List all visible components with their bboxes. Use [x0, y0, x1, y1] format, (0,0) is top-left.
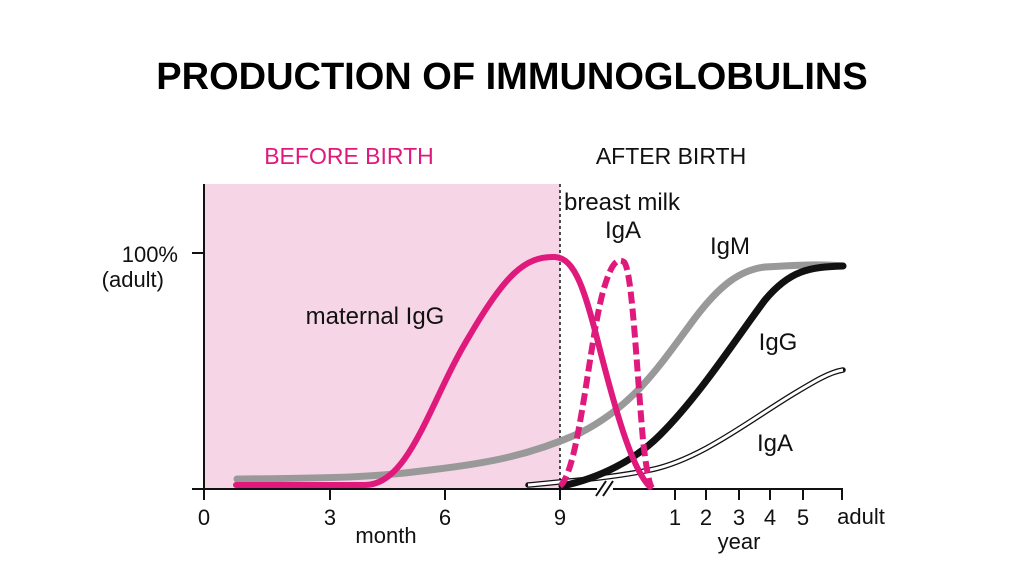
series-iga-line-outer — [525, 367, 846, 488]
x-axis-label-month: month — [355, 523, 416, 548]
x-tick-label-3: 3 — [324, 505, 336, 530]
x-tick-label-0: 0 — [198, 505, 210, 530]
before-birth-region — [204, 184, 560, 489]
x-tick-label-6: 6 — [439, 505, 451, 530]
series-iga-line-inner — [527, 368, 844, 487]
series-iga — [525, 367, 846, 488]
series-label-breast-milk-iga: IgA — [605, 217, 641, 244]
x-tick-label-9: 9 — [554, 505, 566, 530]
y-tick-sublabel-adult: (adult) — [102, 267, 164, 292]
x-tick-label-adult: adult — [837, 504, 885, 529]
x-tick-label-year-2: 2 — [700, 505, 712, 530]
x-tick-label-year-1: 1 — [669, 505, 681, 530]
region-label-before-birth: BEFORE BIRTH — [264, 143, 434, 169]
series-breast-milk-iga-line — [557, 257, 655, 490]
series-maternal-igg-line — [233, 253, 653, 490]
series-label-iga: IgA — [757, 430, 793, 457]
x-tick-label-year-5: 5 — [797, 505, 809, 530]
x-tick-label-year-3: 3 — [733, 505, 745, 530]
axis-break-marker — [595, 480, 614, 498]
y-tick-label-100: 100% — [122, 242, 178, 267]
x-tick-label-year-4: 4 — [764, 505, 776, 530]
series-label-igg: IgG — [759, 329, 798, 356]
series-label-igm: IgM — [710, 233, 750, 260]
region-label-after-birth: AFTER BIRTH — [596, 143, 746, 169]
series-label-breast-milk: breast milk — [564, 189, 681, 216]
series-igg-line — [558, 262, 847, 490]
series-label-maternal-igg: maternal IgG — [306, 303, 445, 330]
x-axis-label-year: year — [718, 529, 761, 554]
page-title: PRODUCTION OF IMMUNOGLOBULINS — [156, 56, 868, 98]
